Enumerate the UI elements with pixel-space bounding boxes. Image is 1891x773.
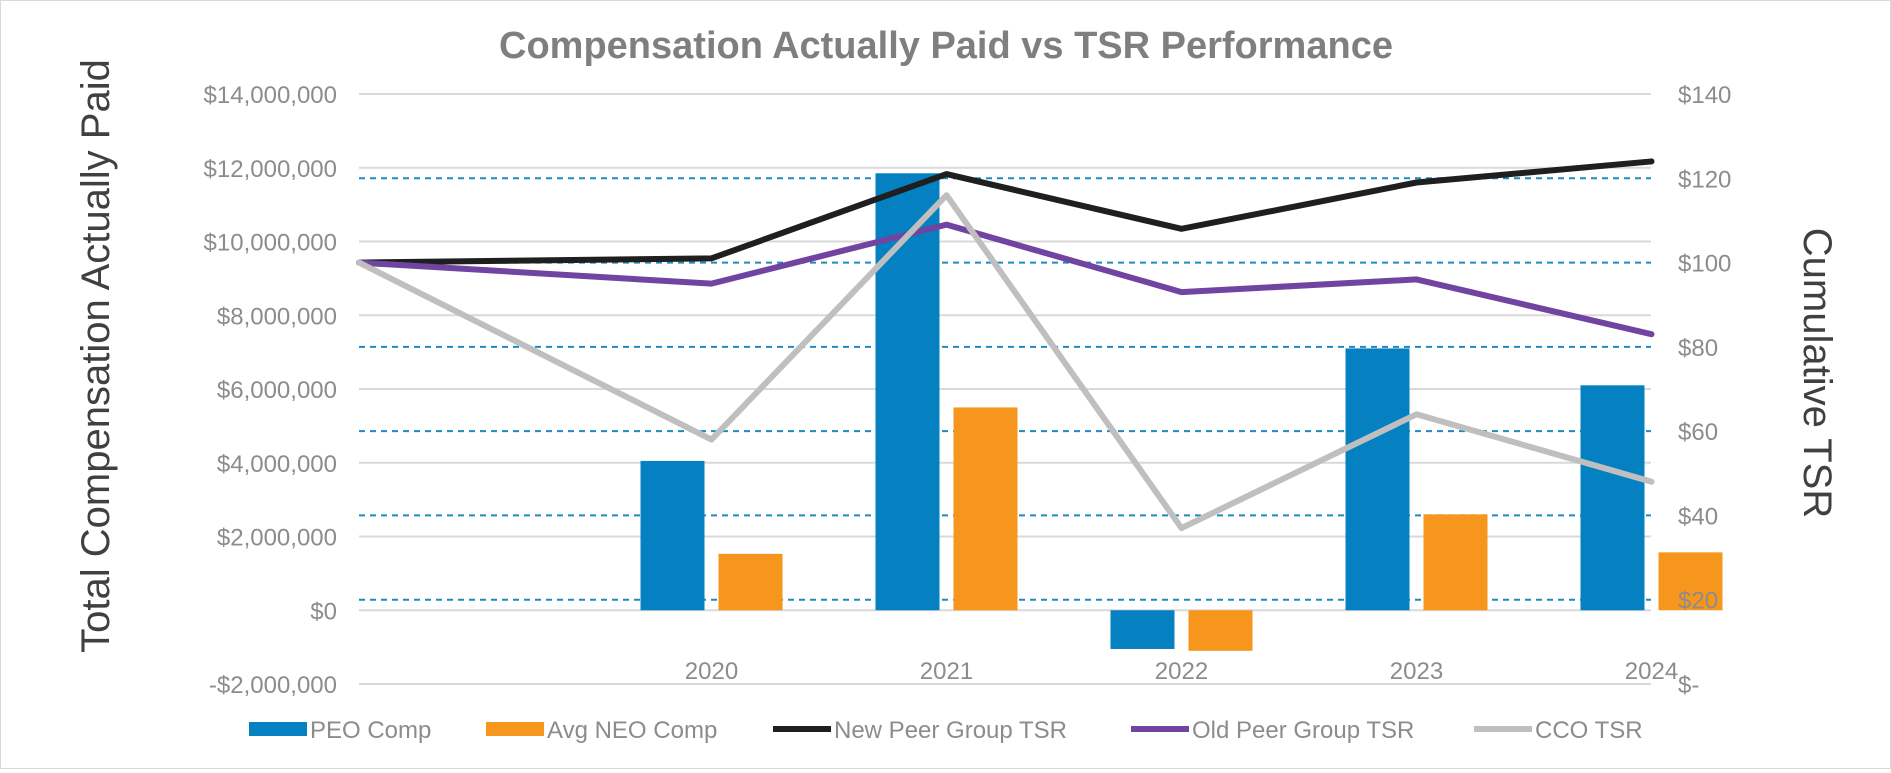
- line-old-peer-group-tsr: [356, 221, 1655, 338]
- left-tick-label: $0: [310, 598, 337, 625]
- bar-peo-comp-2021: [875, 173, 940, 611]
- category-label-2023: 2023: [1390, 658, 1443, 685]
- category-label-2020: 2020: [685, 658, 738, 685]
- right-tick-label: $20: [1678, 588, 1718, 615]
- legend-label-old-peer-group-tsr: Old Peer Group TSR: [1192, 717, 1414, 744]
- category-label-2021: 2021: [920, 658, 973, 685]
- left-tick-label: $6,000,000: [217, 377, 337, 404]
- left-tick-label: $2,000,000: [217, 525, 337, 552]
- right-tick-label: $140: [1678, 82, 1731, 109]
- category-label-2024: 2024: [1625, 658, 1678, 685]
- right-tick-label: $60: [1678, 419, 1718, 446]
- bars: [640, 173, 1723, 651]
- line-cco-tsr: [356, 192, 1655, 532]
- left-gridlines: [359, 93, 1651, 685]
- bar-peo-comp-2024: [1580, 385, 1645, 611]
- left-tick-label: $12,000,000: [204, 156, 337, 183]
- left-tick-label: $10,000,000: [204, 230, 337, 257]
- category-labels: 2020 2021 2022 2023 2024: [685, 658, 1678, 685]
- left-axis-title: Total Compensation Actually Paid: [74, 59, 118, 653]
- legend-label-cco-tsr: CCO TSR: [1535, 717, 1643, 744]
- bar-avg-neo-comp-2024: [1658, 552, 1723, 611]
- bar-peo-comp-2020: [640, 460, 705, 611]
- tsr-lines: [356, 158, 1655, 532]
- legend: PEO Comp Avg NEO Comp New Peer Group TSR Ol…: [249, 717, 1643, 744]
- left-tick-label: $4,000,000: [217, 451, 337, 478]
- bar-avg-neo-comp-2023: [1423, 514, 1488, 611]
- category-label-2022: 2022: [1155, 658, 1208, 685]
- left-tick-label: $8,000,000: [217, 303, 337, 330]
- right-axis-ticks: $- $20 $40 $60 $80 $100 $120 $140: [1678, 82, 1731, 699]
- legend-label-avg-neo-comp: Avg NEO Comp: [547, 717, 717, 744]
- bar-avg-neo-comp-2021: [953, 407, 1018, 611]
- legend-label-new-peer-group-tsr: New Peer Group TSR: [834, 717, 1067, 744]
- right-tick-label: $120: [1678, 166, 1731, 193]
- line-new-peer-group-tsr: [356, 158, 1655, 266]
- left-axis-ticks: -$2,000,000 $0 $2,000,000 $4,000,000 $6,000,…: [204, 82, 337, 699]
- legend-swatch-avg-neo-comp: [486, 722, 544, 736]
- legend-swatch-peo-comp: [249, 722, 307, 736]
- right-tick-label: $100: [1678, 251, 1731, 278]
- right-axis-title: Cumulative TSR: [1795, 228, 1839, 518]
- legend-label-peo-comp: PEO Comp: [310, 717, 431, 744]
- right-tick-label: $40: [1678, 503, 1718, 530]
- bar-avg-neo-comp-2022: [1188, 610, 1253, 651]
- bar-avg-neo-comp-2020: [718, 553, 783, 611]
- left-tick-label: $14,000,000: [204, 82, 337, 109]
- left-tick-label: -$2,000,000: [209, 672, 337, 699]
- bar-peo-comp-2023: [1345, 348, 1410, 611]
- right-tick-label: $-: [1678, 672, 1699, 699]
- right-tick-label: $80: [1678, 335, 1718, 362]
- chart-title: Compensation Actually Paid vs TSR Perfor…: [499, 25, 1393, 67]
- bar-peo-comp-2022: [1110, 610, 1175, 649]
